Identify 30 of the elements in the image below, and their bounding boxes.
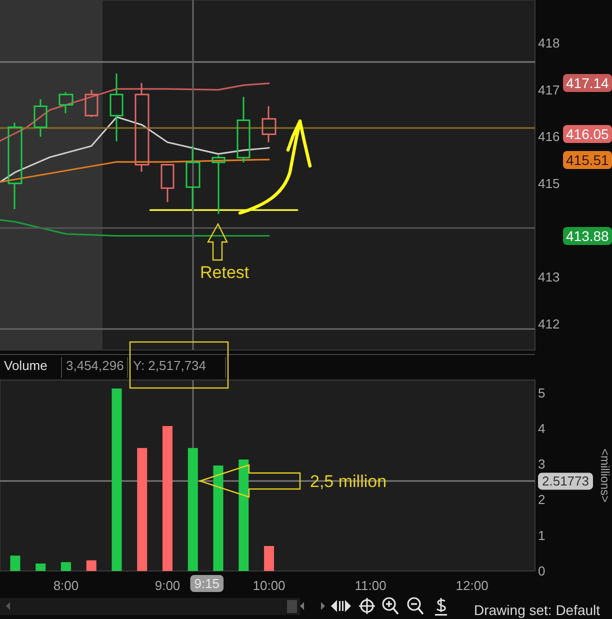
- y-tick-label: 4: [538, 420, 546, 436]
- text: 417.14: [563, 74, 612, 92]
- y-tick-label: 3: [538, 456, 546, 472]
- x-tick-label: 11:00: [354, 578, 386, 593]
- text: 413.88: [563, 226, 612, 245]
- ref-line-label: 2.51773: [542, 474, 589, 489]
- y-tick-label: 418: [538, 36, 560, 51]
- y-tick-label: 415: [538, 176, 560, 191]
- y-tick-label: 1: [538, 528, 546, 543]
- y-tick-label: 0: [538, 564, 546, 578]
- text: 415.51: [563, 150, 612, 169]
- y-tick-label: 5: [538, 385, 546, 400]
- y-tick-label: 417: [538, 82, 560, 98]
- x-tick-label: 8:00: [53, 578, 79, 593]
- y-tick-label: 2: [538, 492, 546, 508]
- x-tick-label: 12:00: [456, 578, 488, 593]
- y-tick-label: 413: [538, 270, 560, 285]
- x-tick-label: 9:00: [154, 578, 180, 593]
- x-tick-label: 10:00: [252, 578, 286, 593]
- text: 3,454,296: [66, 358, 124, 373]
- ref-line-label: 9:15: [194, 576, 220, 591]
- y-tick-label: 412: [538, 316, 560, 332]
- annotation: Retest: [200, 263, 250, 283]
- y-tick-label: 416: [538, 129, 560, 144]
- text: Y: 2,517,734: [133, 358, 206, 373]
- text: 416.05: [563, 125, 612, 144]
- text: Drawing set: Default: [474, 602, 600, 618]
- chart-title: Volume: [4, 358, 48, 373]
- y-axis-title: <millions>: [598, 448, 612, 503]
- annotation: 2,5 million: [310, 472, 387, 492]
